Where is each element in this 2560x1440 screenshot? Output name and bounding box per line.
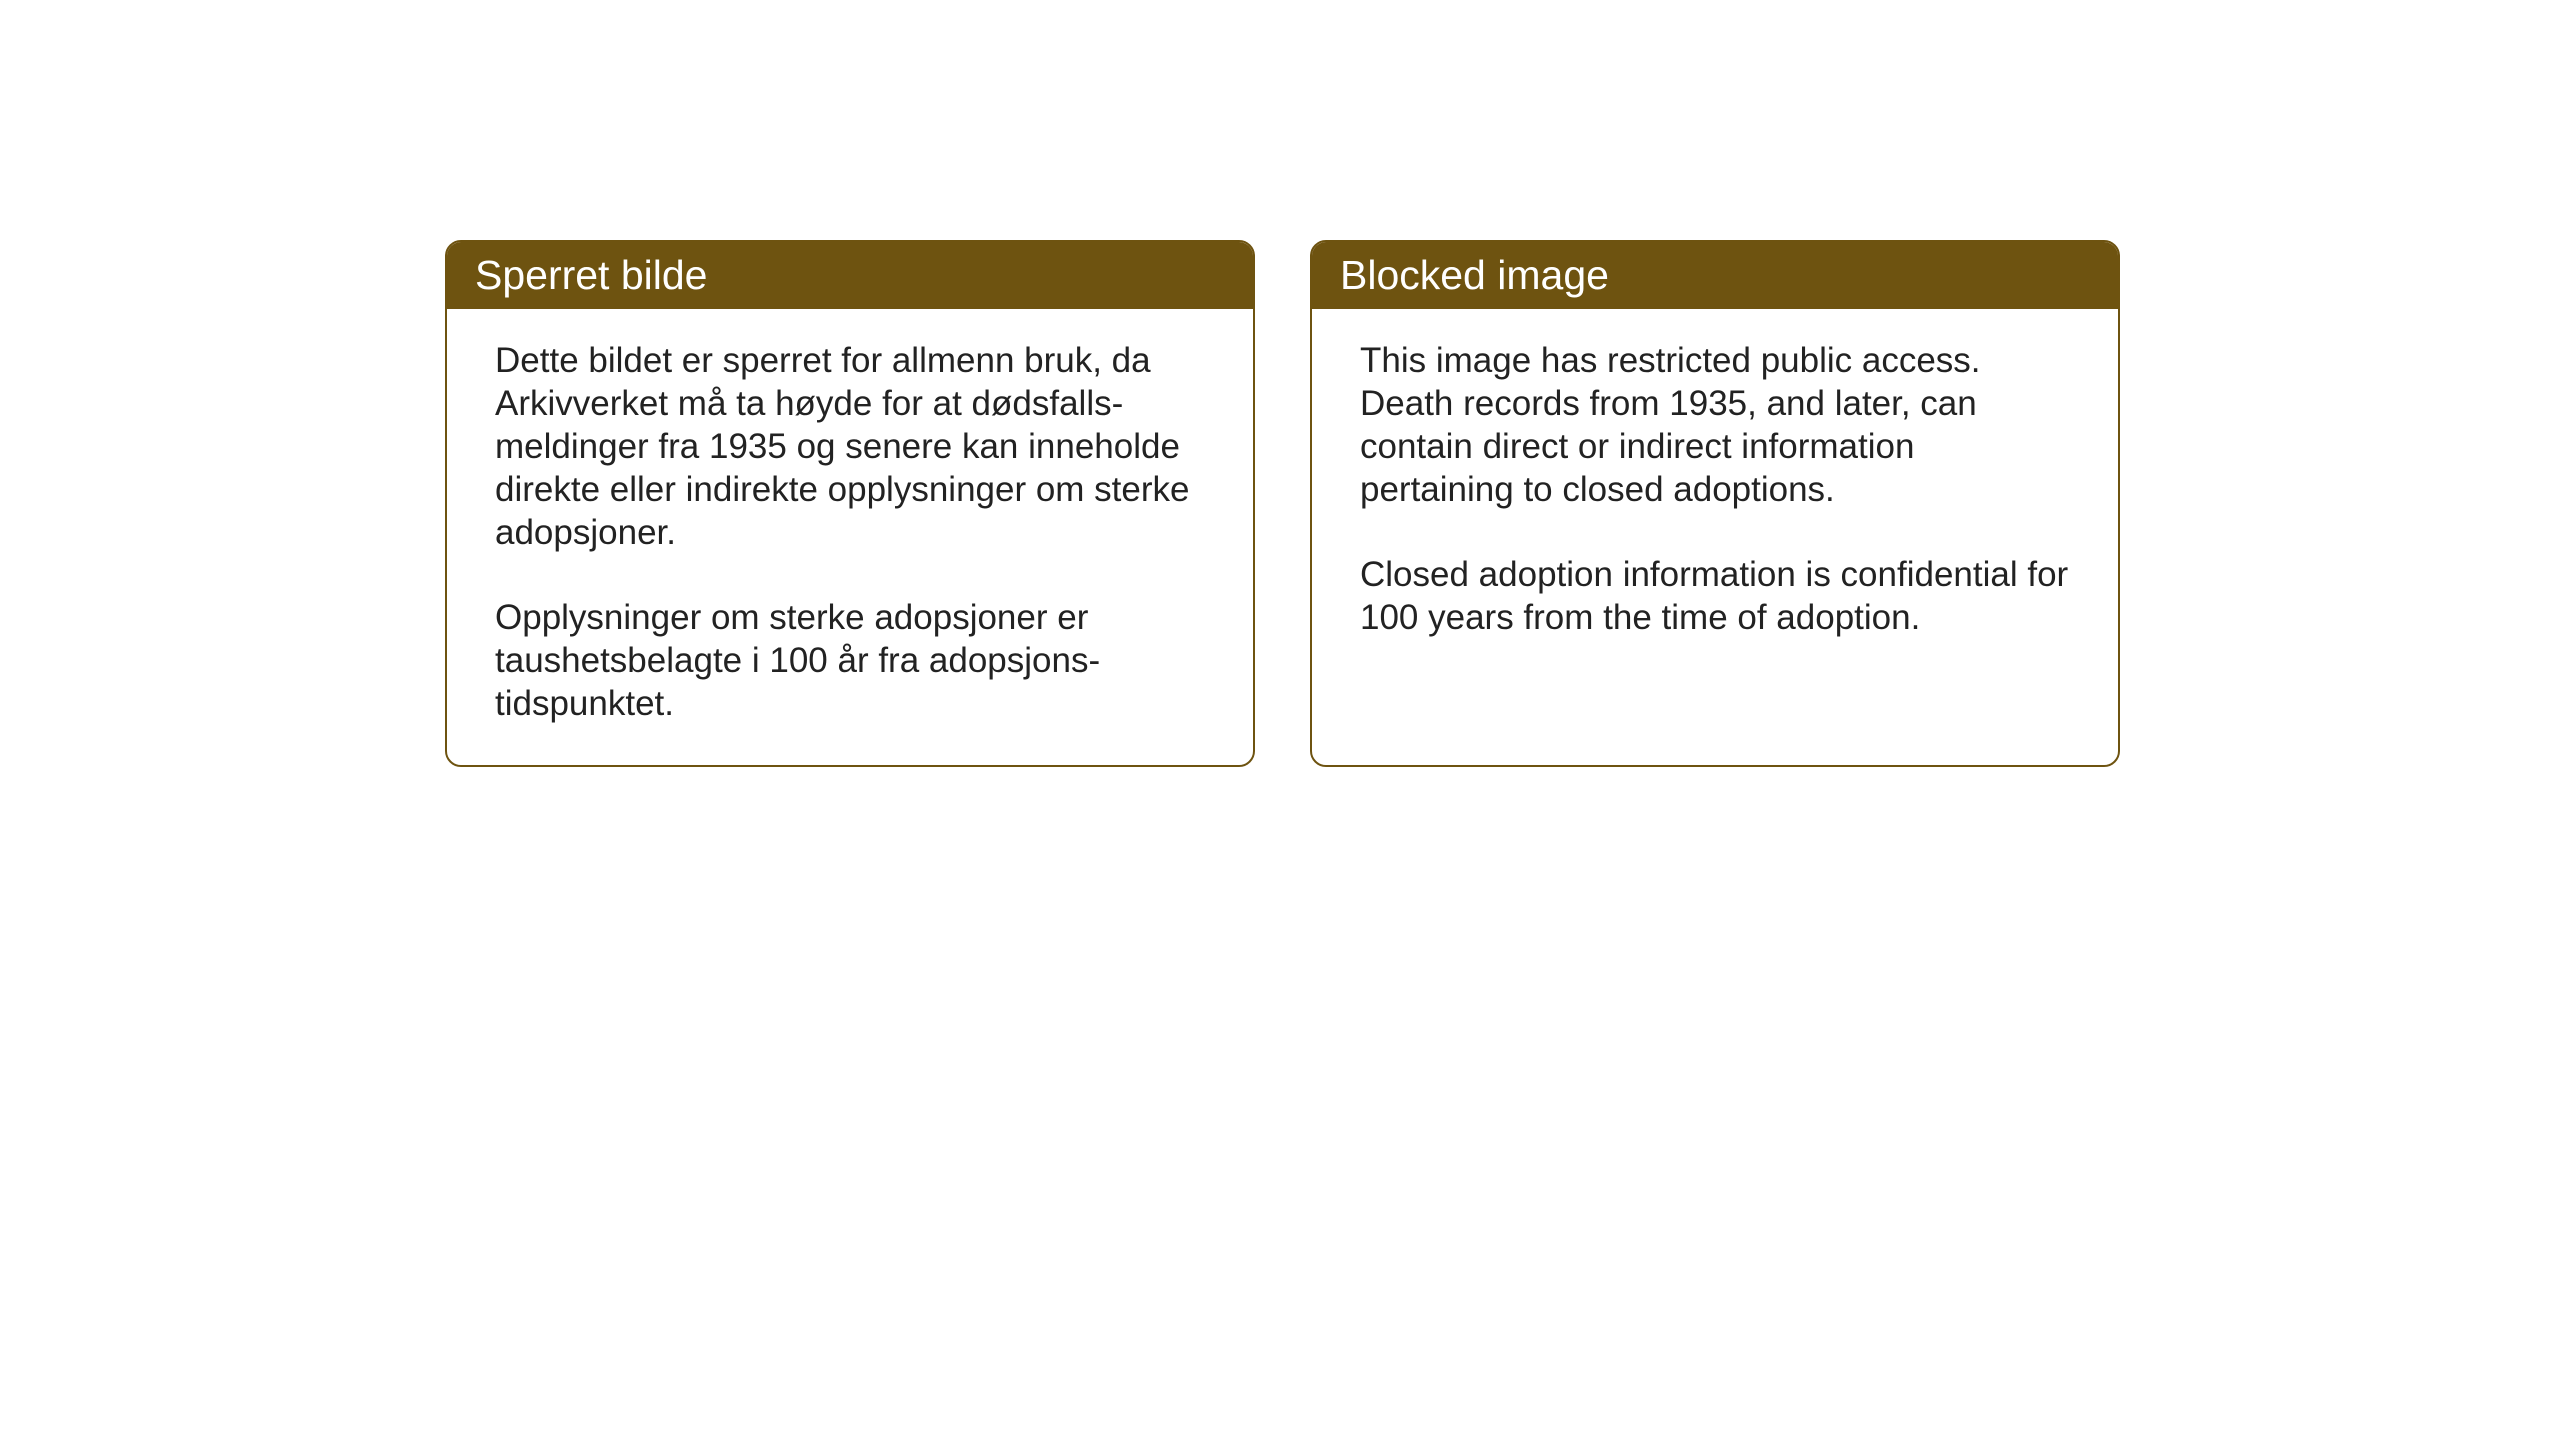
norwegian-paragraph-2: Opplysninger om sterke adopsjoner er tau… xyxy=(495,596,1205,725)
blocked-image-card-english: Blocked image This image has restricted … xyxy=(1310,240,2120,767)
card-header-norwegian: Sperret bilde xyxy=(447,242,1253,309)
norwegian-paragraph-1: Dette bildet er sperret for allmenn bruk… xyxy=(495,339,1205,554)
cards-container: Sperret bilde Dette bildet er sperret fo… xyxy=(445,240,2120,767)
english-paragraph-1: This image has restricted public access.… xyxy=(1360,339,2070,511)
card-body-norwegian: Dette bildet er sperret for allmenn bruk… xyxy=(447,309,1253,765)
card-body-english: This image has restricted public access.… xyxy=(1312,309,2118,679)
blocked-image-card-norwegian: Sperret bilde Dette bildet er sperret fo… xyxy=(445,240,1255,767)
english-paragraph-2: Closed adoption information is confident… xyxy=(1360,553,2070,639)
card-header-english: Blocked image xyxy=(1312,242,2118,309)
